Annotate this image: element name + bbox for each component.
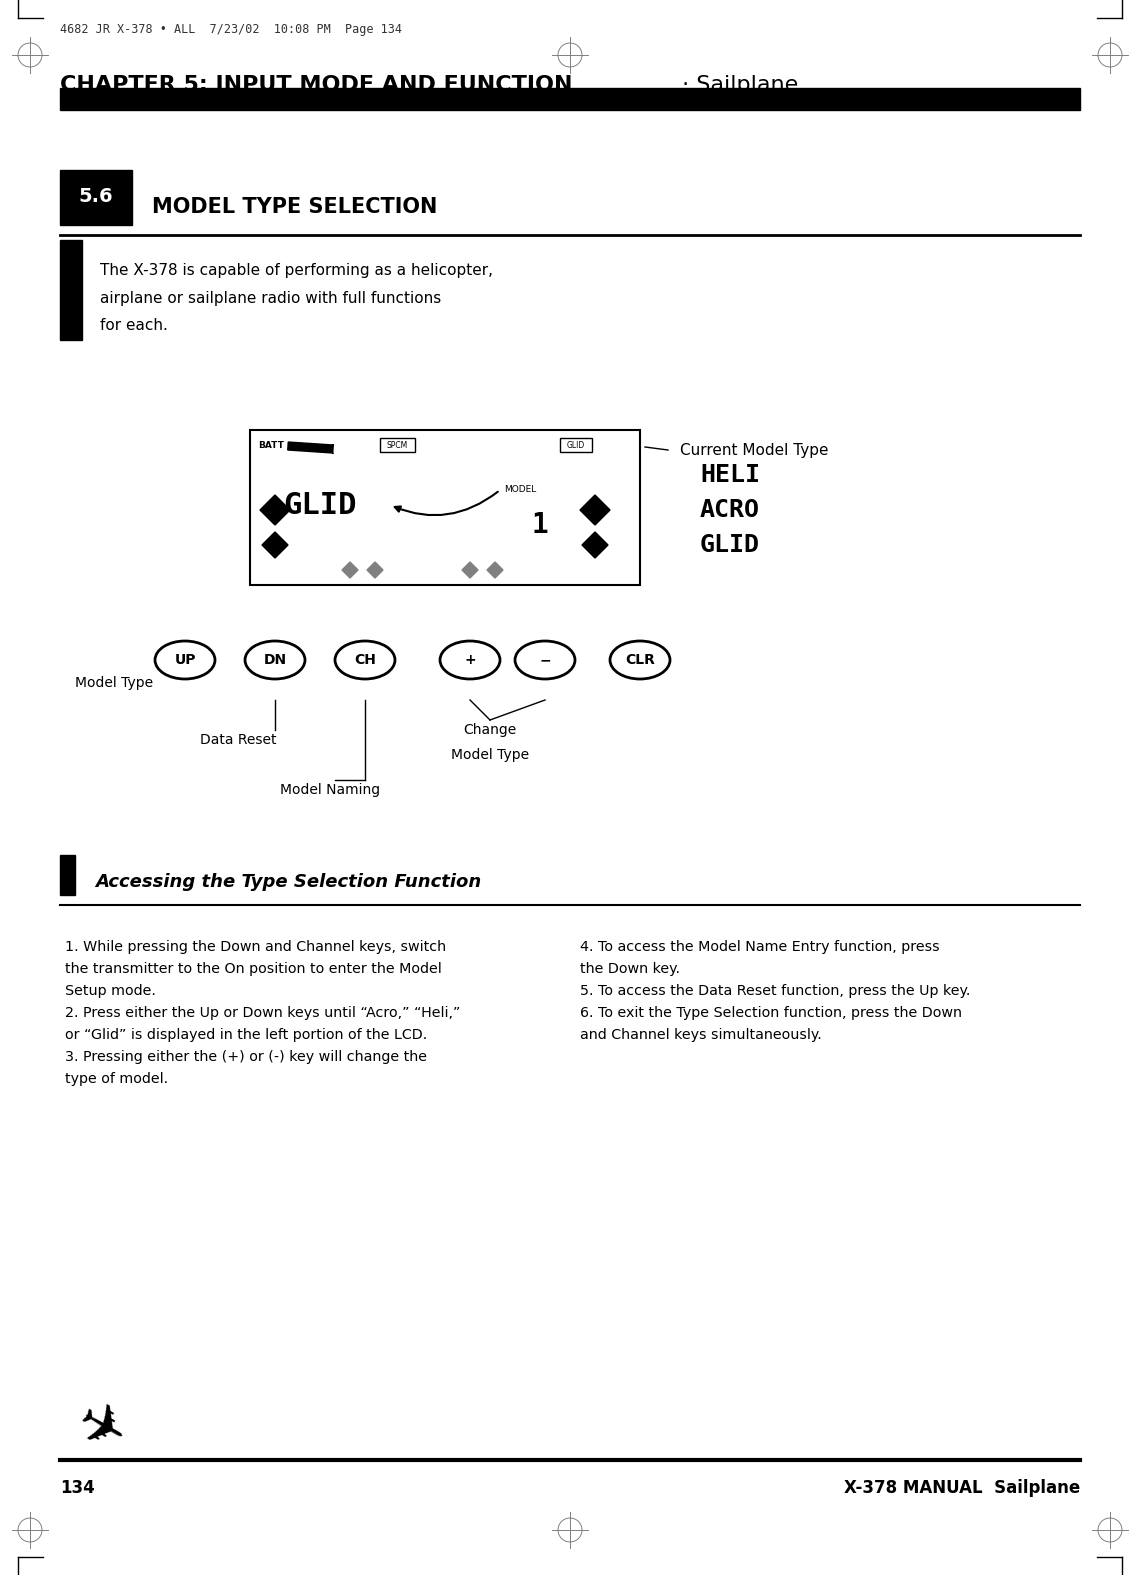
Text: HELI: HELI bbox=[700, 463, 760, 487]
Bar bbox=[60, 88, 1080, 110]
Text: MODEL: MODEL bbox=[504, 485, 536, 495]
Text: SPCM: SPCM bbox=[386, 441, 408, 449]
Text: DN: DN bbox=[263, 654, 286, 666]
Polygon shape bbox=[487, 562, 503, 578]
Text: Model Type: Model Type bbox=[451, 748, 529, 762]
Text: Change: Change bbox=[463, 723, 516, 737]
Text: ACRO: ACRO bbox=[700, 498, 760, 521]
Text: ✈: ✈ bbox=[65, 1394, 136, 1466]
Text: 1: 1 bbox=[531, 510, 548, 539]
Text: X-378 MANUAL  Sailplane: X-378 MANUAL Sailplane bbox=[844, 1479, 1080, 1496]
Text: 3. Pressing either the (+) or (-) key will change the: 3. Pressing either the (+) or (-) key wi… bbox=[65, 1051, 428, 1065]
Text: and ​Channel keys simultaneously.: and ​Channel keys simultaneously. bbox=[580, 1028, 822, 1043]
Text: or “Glid” is displayed in the left portion of the LCD.: or “Glid” is displayed in the left porti… bbox=[65, 1028, 428, 1043]
Text: CH: CH bbox=[355, 654, 376, 666]
Polygon shape bbox=[260, 495, 290, 524]
Bar bbox=[560, 438, 592, 452]
Polygon shape bbox=[580, 495, 610, 524]
Bar bbox=[60, 239, 82, 340]
Ellipse shape bbox=[610, 641, 670, 679]
Polygon shape bbox=[342, 562, 358, 578]
Text: Current Model Type: Current Model Type bbox=[679, 443, 829, 457]
FancyArrow shape bbox=[287, 443, 333, 454]
Text: 4682 JR X-378 • ALL  7/23/02  10:08 PM  Page 134: 4682 JR X-378 • ALL 7/23/02 10:08 PM Pag… bbox=[60, 24, 402, 36]
Bar bbox=[60, 170, 132, 225]
Text: for each.: for each. bbox=[100, 318, 168, 334]
Polygon shape bbox=[583, 532, 608, 558]
Ellipse shape bbox=[335, 641, 394, 679]
Text: 4. To access the Model Name Entry function, press: 4. To access the Model Name Entry functi… bbox=[580, 940, 939, 954]
Text: GLID: GLID bbox=[700, 532, 760, 558]
Text: 6. To exit the Type Selection function, press the ​Down: 6. To exit the Type Selection function, … bbox=[580, 1006, 962, 1021]
Text: CHAPTER 5: INPUT MODE AND FUNCTION: CHAPTER 5: INPUT MODE AND FUNCTION bbox=[60, 76, 572, 94]
Text: +: + bbox=[464, 654, 475, 666]
Text: Accessing the Type Selection Function: Accessing the Type Selection Function bbox=[95, 873, 481, 891]
Text: 5.6: 5.6 bbox=[79, 187, 113, 206]
Polygon shape bbox=[262, 532, 288, 558]
Polygon shape bbox=[462, 562, 478, 578]
Text: GLID: GLID bbox=[567, 441, 585, 449]
Text: Model Type: Model Type bbox=[75, 676, 153, 690]
Bar bbox=[380, 438, 415, 452]
Text: Model Naming: Model Naming bbox=[280, 783, 380, 797]
Text: 5. To access the Data Reset function, press the ​Up key.: 5. To access the Data Reset function, pr… bbox=[580, 984, 970, 999]
Ellipse shape bbox=[515, 641, 575, 679]
Text: · Sailplane: · Sailplane bbox=[675, 76, 798, 94]
Text: 1. While pressing the ​Down and ​Channel keys, switch: 1. While pressing the ​Down and ​Channel… bbox=[65, 940, 446, 954]
Text: BATT: BATT bbox=[258, 441, 284, 449]
Bar bbox=[250, 430, 640, 584]
Ellipse shape bbox=[155, 641, 215, 679]
Text: Data Reset: Data Reset bbox=[200, 732, 277, 747]
Text: CLR: CLR bbox=[625, 654, 655, 666]
Text: airplane or sailplane radio with full functions: airplane or sailplane radio with full fu… bbox=[100, 290, 441, 306]
Text: the transmitter to the On position to enter the Model: the transmitter to the On position to en… bbox=[65, 962, 442, 976]
Text: Setup mode.: Setup mode. bbox=[65, 984, 156, 999]
Text: 134: 134 bbox=[60, 1479, 95, 1496]
Text: GLID: GLID bbox=[283, 490, 357, 520]
Text: The X-378 is capable of performing as a helicopter,: The X-378 is capable of performing as a … bbox=[100, 263, 492, 277]
Bar bbox=[60, 855, 75, 895]
Ellipse shape bbox=[440, 641, 500, 679]
Ellipse shape bbox=[245, 641, 306, 679]
Text: MODEL TYPE SELECTION: MODEL TYPE SELECTION bbox=[152, 197, 438, 217]
Text: −: − bbox=[539, 654, 551, 666]
Polygon shape bbox=[367, 562, 383, 578]
Text: the ​Down key.: the ​Down key. bbox=[580, 962, 679, 976]
Text: 2. Press either the ​Up or ​Down keys until “Acro,” “Heli,”: 2. Press either the ​Up or ​Down keys un… bbox=[65, 1006, 461, 1021]
Text: type of model.: type of model. bbox=[65, 1073, 168, 1087]
Text: UP: UP bbox=[174, 654, 196, 666]
